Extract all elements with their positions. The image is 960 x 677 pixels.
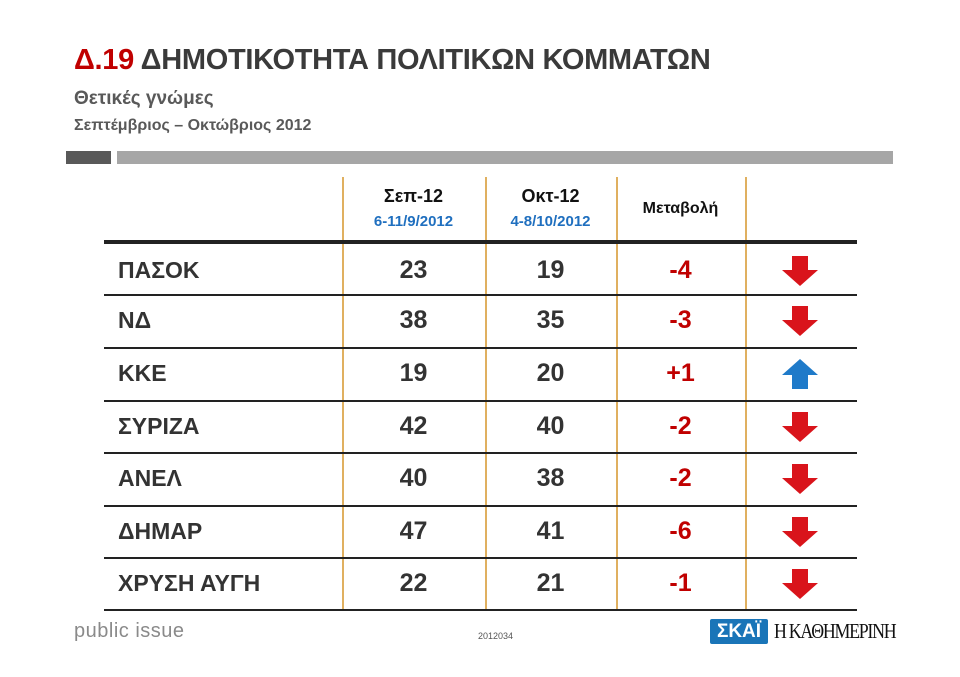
- party-name: ΣΥΡΙΖΑ: [118, 413, 200, 439]
- row-divider: [104, 557, 857, 559]
- kathimerini-logo: Η ΚΑΘΗΜΕΡΙΝΗ: [774, 619, 897, 643]
- party-name: ΔΗΜΑΡ: [118, 518, 203, 544]
- change-value: -3: [669, 306, 692, 334]
- table-row: ΚΚΕ 19 20 +1: [104, 347, 857, 399]
- change-value: -4: [669, 256, 692, 284]
- divider-light: [117, 151, 893, 164]
- oct-value: 21: [536, 569, 565, 597]
- oct-value: 38: [536, 464, 565, 492]
- party-name: ΝΔ: [118, 307, 152, 333]
- sep-value: 42: [399, 412, 428, 440]
- sep-value: 19: [399, 359, 428, 387]
- title-text: ΔΗΜΟΤΙΚΟΤΗΤΑ ΠΟΛΙΤΙΚΩΝ ΚΟΜΜΑΤΩΝ: [140, 44, 711, 76]
- sep-value: 40: [399, 464, 428, 492]
- change-value: +1: [666, 359, 695, 387]
- public-issue-logo: public issue: [74, 620, 185, 642]
- oct-value: 35: [536, 306, 565, 334]
- row-divider: [104, 294, 857, 296]
- arrow-up-icon: [782, 359, 818, 389]
- sep-value: 22: [399, 569, 428, 597]
- sep-value: 47: [399, 517, 428, 545]
- arrow-down-icon: [782, 464, 818, 494]
- row-divider: [104, 347, 857, 349]
- page-title: Δ.19 ΔΗΜΟΤΙΚΟΤΗΤΑ ΠΟΛΙΤΙΚΩΝ ΚΟΜΜΑΤΩΝ: [74, 44, 711, 77]
- sep-value: 23: [399, 256, 428, 284]
- column-header-change: Μεταβολή: [642, 200, 719, 217]
- table-row: ΑΝΕΛ 40 38 -2: [104, 452, 857, 504]
- sep-value: 38: [399, 306, 428, 334]
- column-divider: [616, 177, 618, 609]
- row-divider: [104, 452, 857, 454]
- column-divider: [342, 177, 344, 609]
- party-name: ΠΑΣΟΚ: [118, 257, 200, 283]
- party-name: ΑΝΕΛ: [118, 465, 182, 491]
- party-name: ΚΚΕ: [118, 360, 167, 386]
- header-rule: [104, 240, 857, 244]
- column-divider: [485, 177, 487, 609]
- subtitle: Θετικές γνώμες: [74, 88, 214, 109]
- skai-logo: ΣΚΑΪ: [710, 619, 768, 644]
- table-row: ΔΗΜΑΡ 47 41 -6: [104, 505, 857, 557]
- oct-value: 40: [536, 412, 565, 440]
- column-divider: [745, 177, 747, 609]
- table-row: ΠΑΣΟΚ 23 19 -4: [104, 244, 857, 296]
- table-row: ΝΔ 38 35 -3: [104, 294, 857, 346]
- change-value: -2: [669, 464, 692, 492]
- divider-dark: [66, 151, 111, 164]
- party-name: ΧΡΥΣΗ ΑΥΓΗ: [118, 570, 261, 596]
- arrow-down-icon: [782, 412, 818, 442]
- row-divider: [104, 505, 857, 507]
- arrow-down-icon: [782, 306, 818, 336]
- oct-value: 19: [536, 256, 565, 284]
- report-code: 2012034: [478, 631, 514, 641]
- arrow-down-icon: [782, 256, 818, 286]
- arrow-down-icon: [782, 517, 818, 547]
- row-divider: [104, 400, 857, 402]
- change-value: -1: [669, 569, 692, 597]
- oct-value: 20: [536, 359, 565, 387]
- period: Σεπτέμβριος – Οκτώβριος 2012: [74, 117, 312, 134]
- column-header-oct: Οκτ-12 4-8/10/2012: [510, 186, 591, 230]
- slide-code: Δ.19: [74, 44, 134, 76]
- row-divider: [104, 609, 857, 611]
- table-row: ΣΥΡΙΖΑ 42 40 -2: [104, 400, 857, 452]
- arrow-down-icon: [782, 569, 818, 599]
- table-row: ΧΡΥΣΗ ΑΥΓΗ 22 21 -1: [104, 557, 857, 609]
- column-header-sep: Σεπ-12 6-11/9/2012: [373, 186, 454, 230]
- change-value: -2: [669, 412, 692, 440]
- oct-value: 41: [536, 517, 565, 545]
- change-value: -6: [669, 517, 692, 545]
